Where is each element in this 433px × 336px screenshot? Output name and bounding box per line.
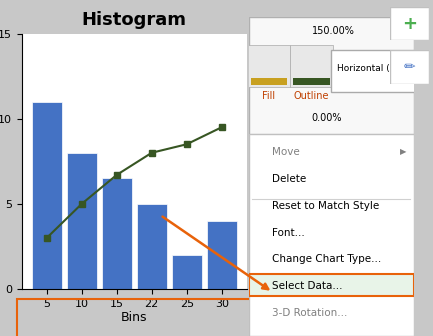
Text: Select Data...: Select Data... — [272, 281, 343, 291]
Text: +: + — [402, 14, 417, 33]
Title: Histogram: Histogram — [82, 11, 187, 29]
Text: Delete: Delete — [272, 174, 306, 184]
FancyBboxPatch shape — [390, 7, 429, 40]
Text: Font...: Font... — [272, 227, 305, 238]
Bar — [32, 102, 61, 289]
X-axis label: Bins: Bins — [121, 311, 148, 325]
Text: 3-D Rotation...: 3-D Rotation... — [272, 308, 347, 318]
Bar — [137, 204, 167, 289]
Text: 150.00%: 150.00% — [311, 26, 354, 36]
FancyBboxPatch shape — [249, 17, 414, 134]
Text: Reset to Match Style: Reset to Match Style — [272, 201, 379, 211]
Text: Fill: Fill — [262, 91, 275, 101]
Bar — [67, 153, 97, 289]
Text: Change Chart Type...: Change Chart Type... — [272, 254, 381, 264]
Text: ▶: ▶ — [401, 148, 407, 156]
FancyBboxPatch shape — [390, 50, 429, 84]
FancyBboxPatch shape — [251, 78, 287, 85]
Text: ✏: ✏ — [404, 60, 415, 74]
Bar — [102, 178, 132, 289]
FancyBboxPatch shape — [249, 134, 414, 336]
Bar — [172, 255, 202, 289]
FancyBboxPatch shape — [247, 45, 290, 87]
Text: Outline: Outline — [294, 91, 329, 101]
FancyBboxPatch shape — [249, 274, 414, 296]
FancyBboxPatch shape — [290, 45, 333, 87]
FancyBboxPatch shape — [331, 50, 415, 92]
Text: Move: Move — [272, 147, 300, 157]
Text: 0.00%: 0.00% — [311, 113, 342, 123]
Text: Horizontal (Cat ▼: Horizontal (Cat ▼ — [337, 64, 415, 73]
Bar — [207, 221, 236, 289]
FancyBboxPatch shape — [294, 78, 330, 85]
